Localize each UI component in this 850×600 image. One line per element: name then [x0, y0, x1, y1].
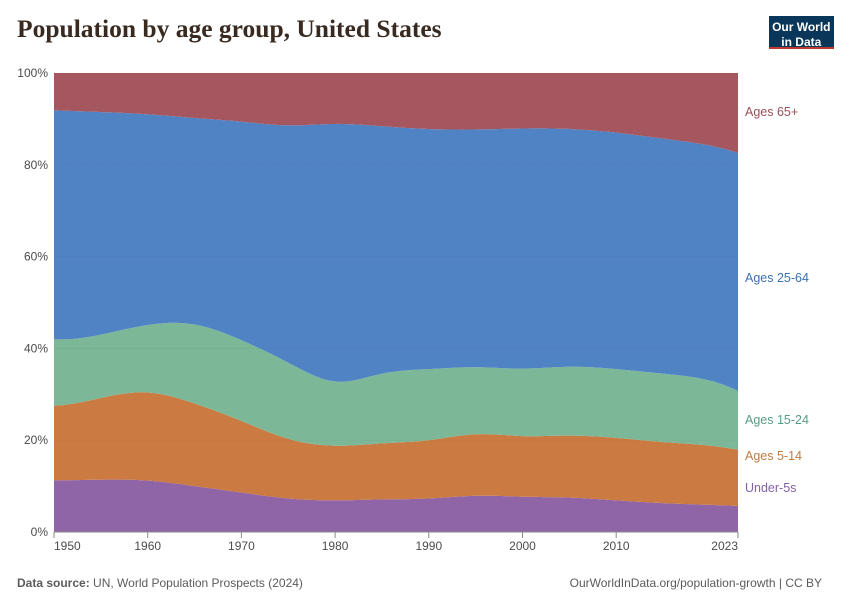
svg-text:1950: 1950 [54, 539, 81, 553]
svg-text:Ages 65+: Ages 65+ [745, 105, 798, 119]
svg-text:Ages 5-14: Ages 5-14 [745, 449, 802, 463]
svg-text:Ages 15-24: Ages 15-24 [745, 413, 809, 427]
svg-text:40%: 40% [24, 341, 48, 355]
svg-text:Under-5s: Under-5s [745, 481, 796, 495]
svg-text:60%: 60% [24, 250, 48, 264]
svg-text:20%: 20% [24, 433, 48, 447]
svg-text:2010: 2010 [603, 539, 630, 553]
svg-text:2000: 2000 [509, 539, 536, 553]
svg-text:1990: 1990 [415, 539, 442, 553]
svg-text:100%: 100% [17, 66, 48, 80]
svg-text:1980: 1980 [322, 539, 349, 553]
svg-text:2023: 2023 [711, 539, 738, 553]
svg-text:1960: 1960 [134, 539, 161, 553]
svg-text:1970: 1970 [228, 539, 255, 553]
svg-text:0%: 0% [31, 525, 49, 539]
svg-text:Ages 25-64: Ages 25-64 [745, 271, 809, 285]
svg-text:80%: 80% [24, 158, 48, 172]
